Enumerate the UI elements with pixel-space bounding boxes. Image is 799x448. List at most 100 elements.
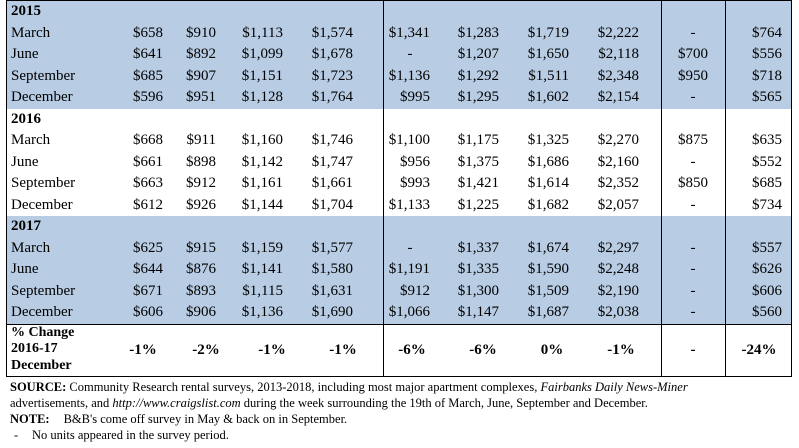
table-cell: $893 — [186, 282, 216, 299]
row-label: December — [11, 196, 73, 213]
table-cell: $1,141 — [241, 261, 283, 277]
row-label: September — [11, 282, 76, 299]
table-cell: $565 — [752, 89, 782, 105]
table-cell: $993 — [400, 175, 430, 191]
pct-cell: -1% — [258, 341, 286, 358]
section-divider — [7, 323, 791, 325]
year-label: 2016 — [11, 110, 41, 127]
table-cell: $995 — [400, 89, 430, 105]
table-cell: $1,577 — [311, 239, 353, 256]
table-cell: $1,133 — [388, 196, 430, 213]
pct-label-line: 2016-17 — [11, 341, 58, 356]
table-cell: - — [690, 196, 696, 213]
table-cell: $1,207 — [457, 46, 499, 62]
table-cell: $668 — [133, 132, 163, 148]
pct-cell: -1% — [329, 341, 357, 358]
table-cell: $1,509 — [527, 282, 569, 299]
table-cell: $1,686 — [527, 153, 569, 170]
table-row: September $685 $907 $1,151 $1,723 $1,136 $1,29… — [7, 66, 791, 88]
table-cell: - — [690, 89, 696, 105]
table-cell: $2,038 — [597, 304, 639, 320]
table-cell: $1,337 — [457, 239, 499, 256]
table-cell: $1,747 — [311, 153, 353, 170]
table-cell: $1,661 — [311, 175, 353, 191]
source-note: SOURCE: Community Research rental survey… — [10, 380, 688, 394]
table-cell: $1,113 — [242, 24, 283, 41]
table-cell: $685 — [752, 175, 782, 191]
table-cell: $2,222 — [597, 24, 639, 41]
table-cell: $552 — [752, 153, 782, 170]
table-cell: $734 — [752, 196, 782, 213]
table-cell: $1,066 — [388, 304, 430, 320]
table-cell: $1,580 — [311, 261, 353, 277]
table-row: December $606 $906 $1,136 $1,690 $1,066 $1,147… — [7, 302, 791, 324]
table-cell: $1,650 — [527, 46, 569, 62]
table-cell: $658 — [133, 24, 163, 41]
table-cell: $906 — [186, 304, 216, 320]
row-label: June — [11, 153, 39, 170]
table-cell: $1,128 — [241, 89, 283, 105]
table-cell: $1,678 — [311, 46, 353, 62]
table-cell: $1,511 — [528, 67, 569, 84]
table-row: September $663 $912 $1,161 $1,661 $993 $1,421 $… — [7, 173, 791, 195]
table-cell: $951 — [186, 89, 216, 105]
table-cell: $1,191 — [388, 261, 430, 277]
table-cell: $1,292 — [457, 67, 499, 84]
table-cell: $2,057 — [597, 196, 639, 213]
table-cell: $850 — [678, 175, 708, 191]
row-label: September — [11, 67, 76, 84]
table-cell: $2,190 — [597, 282, 639, 299]
table-cell: $1,687 — [527, 304, 569, 320]
table-cell: $2,348 — [597, 67, 639, 84]
table-cell: $596 — [133, 89, 163, 105]
table-cell: $641 — [133, 46, 163, 62]
row-label: December — [11, 89, 73, 105]
table-row: March $625 $915 $1,159 $1,577 - $1,337 $1,674 $2… — [7, 238, 791, 260]
pct-cell: -2% — [192, 341, 220, 358]
table-cell: $1,764 — [311, 89, 353, 105]
year-label: 2017 — [11, 218, 41, 234]
table-cell: $950 — [678, 67, 708, 84]
pct-cell: 0% — [540, 341, 564, 358]
dash-note: - No units appeared in the survey period. — [14, 428, 229, 442]
year-band — [7, 216, 791, 324]
table-cell: $556 — [752, 46, 782, 62]
table-cell: $1,144 — [241, 196, 283, 213]
table-row: June $661 $898 $1,142 $1,747 $956 $1,375 $1,686… — [7, 152, 791, 174]
table-cell: $2,154 — [597, 89, 639, 105]
table-cell: $915 — [186, 239, 216, 256]
pct-cell: -24% — [741, 341, 777, 358]
table-cell: $910 — [186, 24, 216, 41]
table-row: June $641 $892 $1,099 $1,678 - $1,207 $1,650 $2,… — [7, 44, 791, 66]
table-cell: $1,136 — [241, 304, 283, 320]
table-cell: $663 — [133, 175, 163, 191]
table-cell: - — [407, 46, 413, 62]
pct-cell: - — [690, 341, 696, 358]
table-cell: $1,421 — [457, 175, 499, 191]
table-row: June $644 $876 $1,141 $1,580 $1,191 $1,335 $1,5… — [7, 259, 791, 281]
year-row: 2016 — [7, 109, 791, 131]
rental-table: 2015 March $658 $910 $1,113 $1,574 $1,341 $1,28… — [6, 0, 792, 377]
row-label: June — [11, 46, 39, 62]
table-row: December $612 $926 $1,144 $1,704 $1,133 $1,225… — [7, 195, 791, 217]
column-divider — [725, 1, 726, 376]
table-cell: $2,352 — [597, 175, 639, 191]
table-cell: $612 — [133, 196, 163, 213]
column-divider — [383, 1, 384, 376]
table-cell: $2,297 — [597, 239, 639, 256]
table-cell: $1,159 — [241, 239, 283, 256]
table-cell: $626 — [752, 261, 782, 277]
table-cell: $907 — [186, 67, 216, 84]
table-cell: $926 — [186, 196, 216, 213]
table-cell: $1,719 — [527, 24, 569, 41]
table-notes: SOURCE: Community Research rental survey… — [10, 379, 790, 443]
table-cell: $560 — [752, 304, 782, 320]
table-cell: $1,151 — [241, 67, 283, 84]
table-cell: - — [690, 239, 696, 256]
table-cell: $1,225 — [457, 196, 499, 213]
year-band — [7, 1, 791, 109]
row-label: March — [11, 24, 51, 41]
table-cell: $1,723 — [311, 67, 353, 84]
table-cell: $898 — [186, 153, 216, 170]
table-cell: $912 — [186, 175, 216, 191]
